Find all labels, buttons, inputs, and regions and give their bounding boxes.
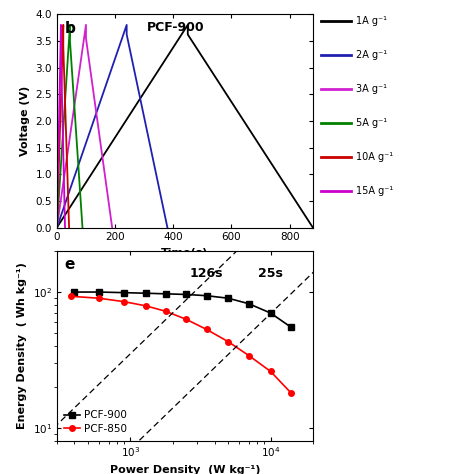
PCF-900 [288, 324, 294, 330]
Text: 10A g⁻¹: 10A g⁻¹ [356, 152, 393, 162]
Text: b: b [64, 21, 75, 36]
Text: 5A g⁻¹: 5A g⁻¹ [356, 118, 387, 128]
PCF-850 [226, 339, 231, 345]
PCF-900 [72, 289, 77, 295]
PCF-850 [121, 299, 127, 304]
PCF-900 [121, 290, 127, 295]
PCF-850 [144, 303, 149, 309]
Y-axis label: Voltage (V): Voltage (V) [20, 86, 30, 156]
Y-axis label: Energy Density  ( Wh kg⁻¹): Energy Density ( Wh kg⁻¹) [17, 263, 27, 429]
Legend: PCF-900, PCF-850: PCF-900, PCF-850 [62, 408, 129, 436]
PCF-850 [288, 390, 294, 396]
PCF-850 [68, 293, 74, 299]
PCF-900 [246, 301, 252, 307]
PCF-900 [204, 293, 210, 299]
PCF-850 [183, 317, 189, 322]
PCF-850 [204, 327, 210, 332]
Text: 3A g⁻¹: 3A g⁻¹ [356, 84, 387, 94]
Text: 1A g⁻¹: 1A g⁻¹ [356, 16, 387, 26]
PCF-900 [268, 310, 273, 316]
PCF-900 [163, 291, 169, 297]
PCF-850 [268, 369, 273, 374]
Line: PCF-850: PCF-850 [69, 293, 294, 396]
Line: PCF-900: PCF-900 [72, 289, 294, 330]
Text: e: e [64, 257, 75, 272]
PCF-900 [144, 291, 149, 296]
PCF-850 [163, 309, 169, 314]
Text: PCF-900: PCF-900 [146, 21, 204, 34]
Text: 25s: 25s [258, 266, 283, 280]
PCF-900 [96, 289, 102, 295]
PCF-850 [96, 295, 102, 301]
PCF-900 [226, 295, 231, 301]
Text: 126s: 126s [190, 266, 223, 280]
PCF-900 [183, 292, 189, 297]
X-axis label: Power Density  (W kg⁻¹): Power Density (W kg⁻¹) [109, 465, 260, 474]
PCF-850 [246, 353, 252, 358]
X-axis label: Time(s): Time(s) [161, 248, 209, 258]
Text: 15A g⁻¹: 15A g⁻¹ [356, 186, 393, 196]
Text: 2A g⁻¹: 2A g⁻¹ [356, 50, 387, 60]
